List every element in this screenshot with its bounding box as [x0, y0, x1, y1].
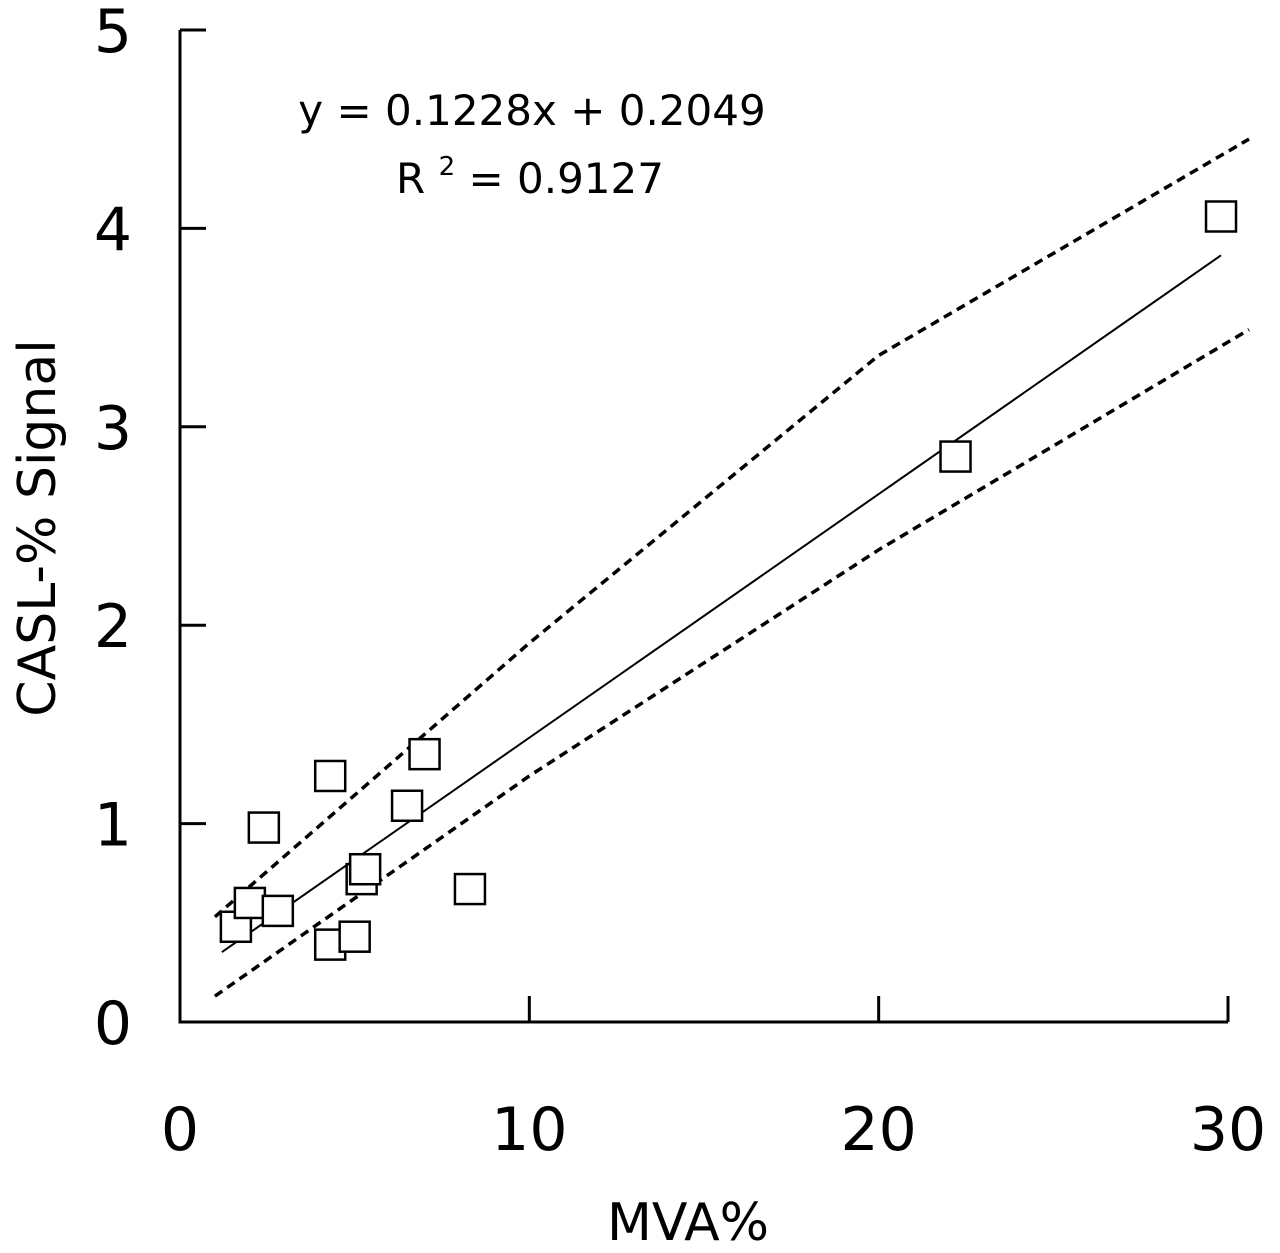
data-point [1204, 200, 1238, 233]
data-point [313, 759, 347, 793]
y-tick-label: 2 [94, 592, 132, 662]
confidence-upper-line [213, 137, 1250, 919]
y-tick-label: 3 [94, 394, 132, 464]
y-tick-label: 1 [94, 791, 132, 861]
confidence-lower-line [213, 328, 1250, 998]
y-tick-label: 0 [94, 989, 132, 1059]
y-tick-label: 4 [94, 195, 132, 265]
data-point [939, 440, 972, 473]
r-squared-annotation: R 2 = 0.9127 [396, 136, 664, 203]
data-point [261, 894, 295, 928]
confidence-band [213, 137, 1250, 998]
ticks [178, 28, 1230, 1024]
r-squared-value: = 0.9127 [468, 154, 664, 203]
data-point [453, 872, 487, 906]
tick-labels: 0 10 20 30 0 1 2 3 4 5 [94, 0, 1266, 1165]
r-squared-exponent: 2 [439, 152, 456, 182]
axis-frame [178, 30, 1228, 1024]
data-points [219, 200, 1238, 961]
x-tick-label: 10 [491, 1095, 567, 1165]
data-point [338, 920, 371, 953]
y-tick-label: 5 [94, 0, 132, 67]
x-tick-label: 30 [1190, 1095, 1266, 1165]
data-point [348, 852, 382, 886]
x-tick-label: 0 [161, 1095, 199, 1165]
data-point [408, 737, 441, 771]
axes [178, 30, 1228, 1024]
data-point [233, 886, 267, 920]
x-axis-label: MVA% [607, 1193, 769, 1253]
r-squared-prefix: R [396, 154, 425, 203]
data-point [390, 789, 424, 822]
equation-annotation: y = 0.1228x + 0.2049 [298, 86, 765, 135]
y-axis-label: CASL-% Signal [8, 339, 68, 716]
data-point [247, 811, 281, 844]
regression [221, 254, 1222, 953]
x-tick-label: 20 [840, 1095, 916, 1165]
regression-line [221, 254, 1222, 953]
